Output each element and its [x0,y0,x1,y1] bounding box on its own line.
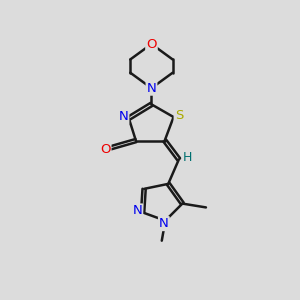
Text: H: H [182,151,192,164]
Text: N: N [147,82,156,95]
Text: N: N [118,110,128,123]
Text: S: S [175,109,183,122]
Text: O: O [100,143,110,157]
Text: N: N [133,205,142,218]
Text: N: N [159,217,169,230]
Text: O: O [146,38,157,50]
